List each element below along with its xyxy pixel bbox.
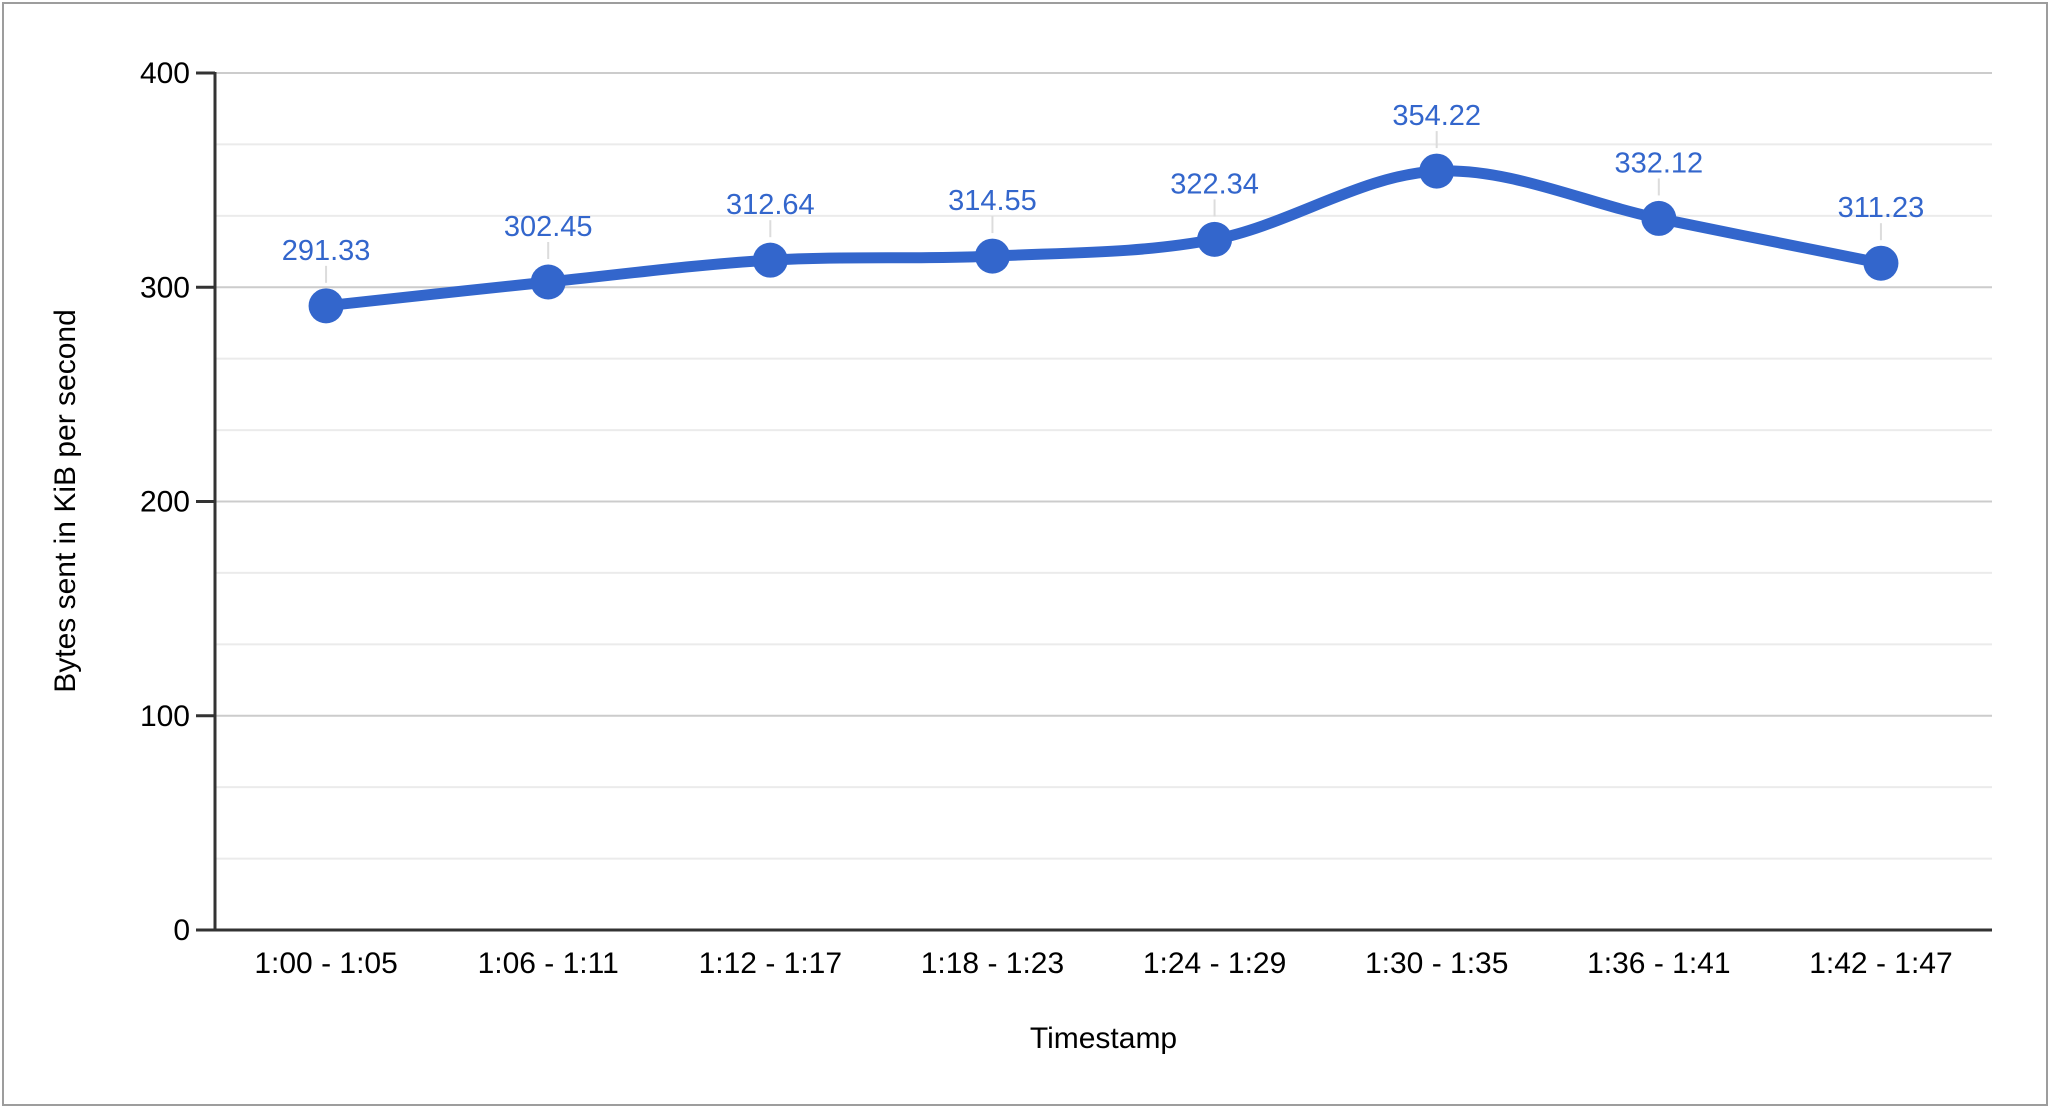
data-point-label: 312.64 <box>726 189 815 221</box>
x-tick-label: 1:42 - 1:47 <box>1809 947 1952 980</box>
data-point[interactable] <box>752 242 788 278</box>
y-tick-label: 200 <box>140 486 190 519</box>
data-point-label: 332.12 <box>1614 147 1703 179</box>
x-axis-title: Timestamp <box>1029 1022 1178 1055</box>
data-point[interactable] <box>308 288 344 324</box>
x-tick-label: 1:18 - 1:23 <box>921 947 1064 980</box>
data-point[interactable] <box>1641 200 1677 236</box>
data-point-label: 291.33 <box>282 235 371 267</box>
data-point[interactable] <box>1197 221 1233 257</box>
x-tick-label: 1:30 - 1:35 <box>1365 947 1508 980</box>
y-axis-title: Bytes sent in KiB per second <box>49 309 82 693</box>
x-tick-label: 1:06 - 1:11 <box>478 947 619 980</box>
series-line <box>320 165 1887 312</box>
y-tick-label: 100 <box>140 700 190 733</box>
x-tick-label: 1:36 - 1:41 <box>1587 947 1730 980</box>
x-tick-label: 1:00 - 1:05 <box>254 947 397 980</box>
x-tick-label: 1:12 - 1:17 <box>699 947 842 980</box>
y-tick-label: 400 <box>140 57 190 90</box>
data-point-label: 314.55 <box>948 185 1037 217</box>
data-point[interactable] <box>1863 245 1899 281</box>
data-point-label: 302.45 <box>504 211 593 243</box>
data-point[interactable] <box>974 238 1010 274</box>
data-point[interactable] <box>530 264 566 300</box>
data-point-label: 354.22 <box>1392 100 1481 132</box>
data-point[interactable] <box>1419 153 1455 189</box>
data-point-label: 311.23 <box>1838 192 1925 224</box>
y-tick-label: 300 <box>140 271 190 304</box>
data-point-label: 322.34 <box>1170 168 1259 200</box>
y-tick-label: 0 <box>173 914 190 947</box>
x-tick-label: 1:24 - 1:29 <box>1143 947 1286 980</box>
